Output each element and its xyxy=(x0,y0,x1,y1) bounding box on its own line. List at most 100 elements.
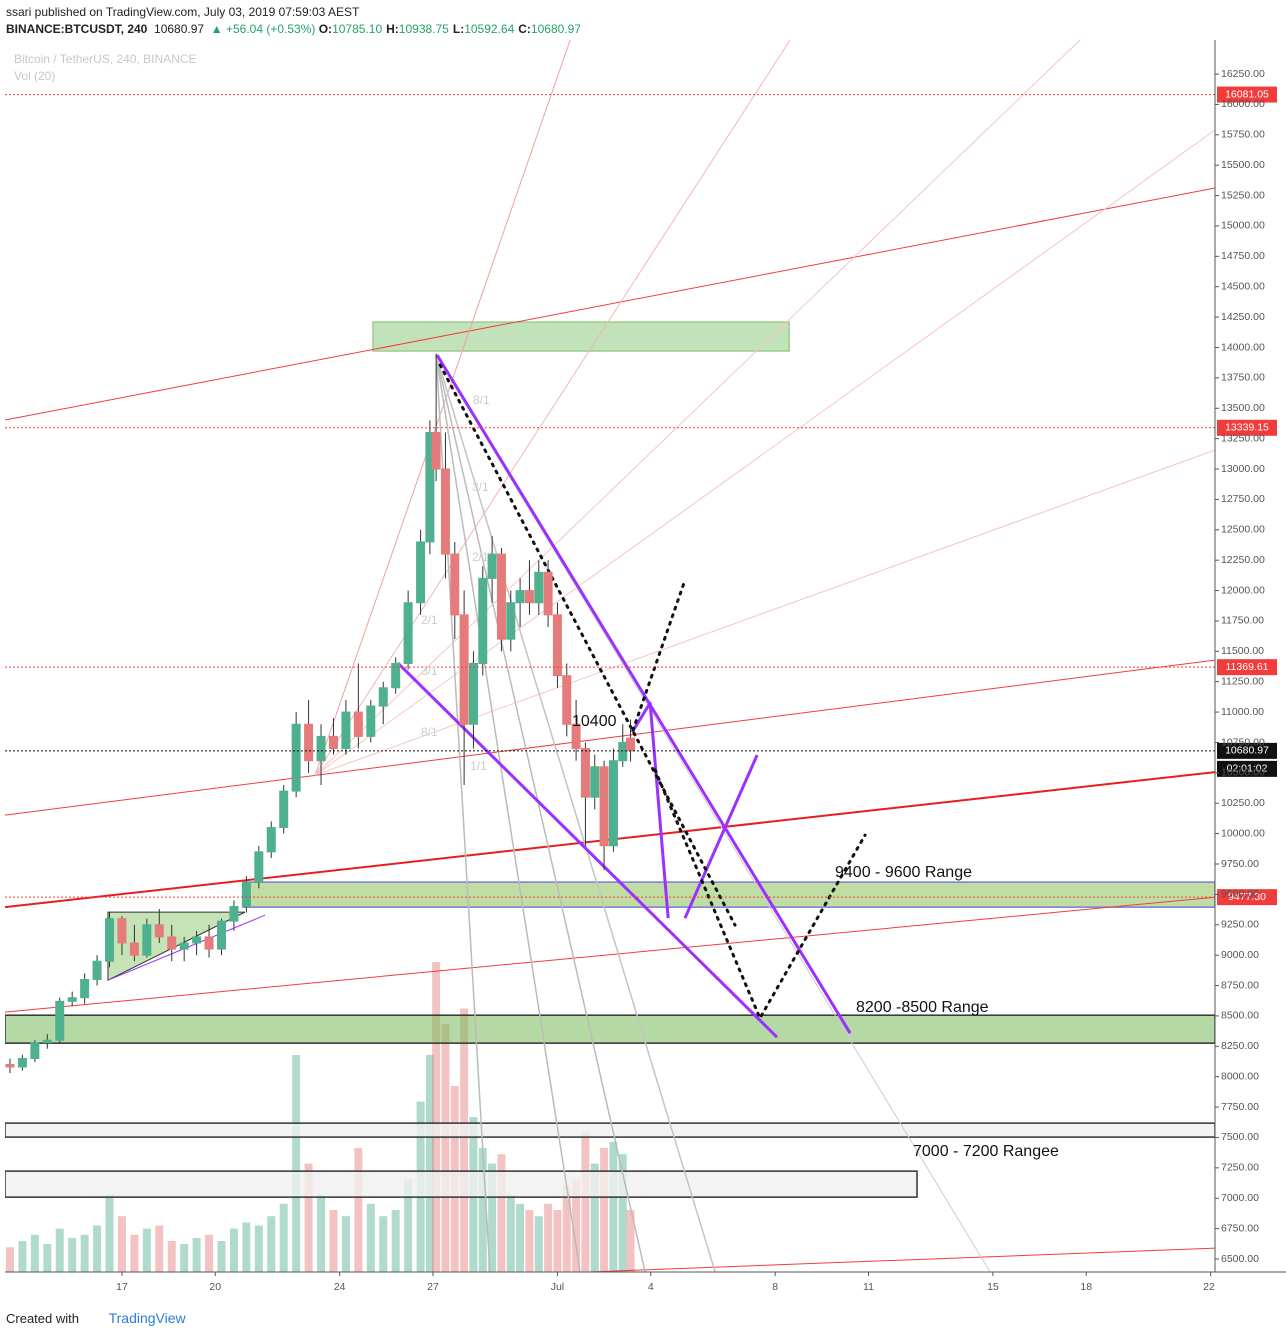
volume-bar xyxy=(516,1203,525,1272)
candle-body xyxy=(450,553,460,616)
chart: 16081.05 13339.15 11369.61 10680.97 02:01:02… xyxy=(5,40,1286,1293)
y-tick-label: 13750.00 xyxy=(1221,372,1265,384)
x-tick-label: 8 xyxy=(772,1281,778,1293)
axes: 6500.00 6750.00 7000.00 7250.00 7500.00 7750.… xyxy=(5,40,1286,1293)
price-label-box xyxy=(1217,419,1277,436)
volume-bar xyxy=(292,1055,301,1272)
volume-bar xyxy=(142,1228,151,1272)
annotation: 8200 -8500 Range xyxy=(856,999,989,1016)
trend-line xyxy=(314,40,571,776)
volume-bar xyxy=(626,1210,635,1272)
x-tick-label: 11 xyxy=(863,1281,874,1293)
candle-body xyxy=(425,432,435,543)
volume-bar xyxy=(317,1194,326,1272)
y-tick-label: 16250.00 xyxy=(1221,68,1265,80)
candle-body xyxy=(129,942,139,956)
candle-body xyxy=(378,687,388,707)
y-tick-label: 11000.00 xyxy=(1221,706,1264,718)
candle-body xyxy=(524,590,534,604)
volume-bar xyxy=(155,1225,164,1272)
volume-label: Vol (20) xyxy=(14,69,55,83)
fan-label: 2/1 xyxy=(472,550,489,564)
y-tick-label: 10500.00 xyxy=(1221,767,1265,779)
candle-body xyxy=(599,766,609,847)
brand: TradingView xyxy=(108,1310,186,1326)
volume-layer xyxy=(5,962,635,1272)
fan-label: 2/1 xyxy=(421,613,438,627)
ohlc-label: L: xyxy=(452,22,465,36)
level-layer: 16081.05 13339.15 11369.61 10680.97 02:01:02… xyxy=(5,86,1277,906)
y-tick-label: 12000.00 xyxy=(1221,584,1265,596)
candle-body xyxy=(487,553,497,579)
watermark: Bitcoin / TetherUS, 240, BINANCE xyxy=(14,52,197,66)
volume-bar xyxy=(18,1241,27,1272)
x-tick-label: Jul xyxy=(551,1281,564,1293)
ohlc-label: H: xyxy=(386,22,399,36)
y-tick-label: 10750.00 xyxy=(1221,736,1265,748)
trend-line xyxy=(5,659,1215,816)
trend-line xyxy=(435,354,581,1272)
annotation: 7000 - 7200 Rangee xyxy=(913,1143,1059,1160)
candle-body xyxy=(478,577,488,664)
trend-line xyxy=(435,354,852,1034)
price-label-box xyxy=(1217,889,1277,906)
candle-body xyxy=(154,924,164,938)
y-tick-label: 14750.00 xyxy=(1221,250,1265,262)
annotation: 10400 xyxy=(572,713,617,730)
trend-line xyxy=(435,354,716,1272)
candle-body xyxy=(42,1039,52,1044)
volume-bar xyxy=(366,1203,375,1272)
footer: Created with TradingView xyxy=(6,1310,186,1326)
volume-bar xyxy=(379,1216,388,1272)
trend-line xyxy=(683,754,759,919)
candle-body xyxy=(304,723,314,762)
volume-bar xyxy=(167,1241,176,1272)
candle-body xyxy=(496,553,506,640)
volume-bar xyxy=(55,1228,64,1272)
x-tick-label: 24 xyxy=(334,1281,346,1293)
countdown-box xyxy=(1217,760,1277,777)
zone xyxy=(5,1170,918,1198)
price-label: 10680.97 xyxy=(1225,745,1269,757)
fan-label: 1/1 xyxy=(470,759,487,773)
volume-bar xyxy=(534,1216,543,1272)
candle-body xyxy=(468,662,478,725)
volume-bar xyxy=(229,1228,238,1272)
volume-bar xyxy=(478,1148,487,1272)
volume-bar xyxy=(553,1210,562,1272)
volume-bar xyxy=(254,1225,263,1272)
zone xyxy=(5,1014,1215,1044)
ohlc-label: O: xyxy=(318,22,333,36)
volume-bar xyxy=(354,1148,363,1272)
y-tick-label: 9000.00 xyxy=(1221,949,1259,961)
x-tick-label: 22 xyxy=(1203,1281,1215,1293)
x-tick-label: 20 xyxy=(209,1281,221,1293)
y-tick-label: 7750.00 xyxy=(1221,1101,1259,1113)
candle-body xyxy=(366,705,376,737)
volume-bar xyxy=(267,1216,276,1272)
candle-body xyxy=(440,468,450,555)
candle-body xyxy=(279,790,289,829)
volume-bar xyxy=(80,1234,89,1272)
volume-bar xyxy=(525,1210,534,1272)
volume-bar xyxy=(391,1210,400,1272)
y-tick-label: 14000.00 xyxy=(1221,341,1265,353)
fan-label: 3/1 xyxy=(421,664,438,678)
y-tick-label: 9250.00 xyxy=(1221,919,1259,931)
y-tick-label: 9750.00 xyxy=(1221,858,1259,870)
volume-bar xyxy=(618,1154,627,1272)
price-label: 13339.15 xyxy=(1225,422,1269,434)
price-label: 9477.30 xyxy=(1228,891,1266,903)
candle-body xyxy=(192,936,202,944)
candle-body xyxy=(552,614,562,677)
y-tick-label: 10250.00 xyxy=(1221,797,1265,809)
y-tick-label: 8000.00 xyxy=(1221,1070,1259,1082)
last-price: 10680.97 xyxy=(154,22,205,36)
candle-body xyxy=(416,541,426,604)
candle-body xyxy=(117,918,127,944)
x-tick-label: 18 xyxy=(1080,1281,1092,1293)
volume-bar xyxy=(544,1203,553,1272)
candle-body xyxy=(580,748,590,798)
x-tick-label: 27 xyxy=(427,1281,439,1293)
